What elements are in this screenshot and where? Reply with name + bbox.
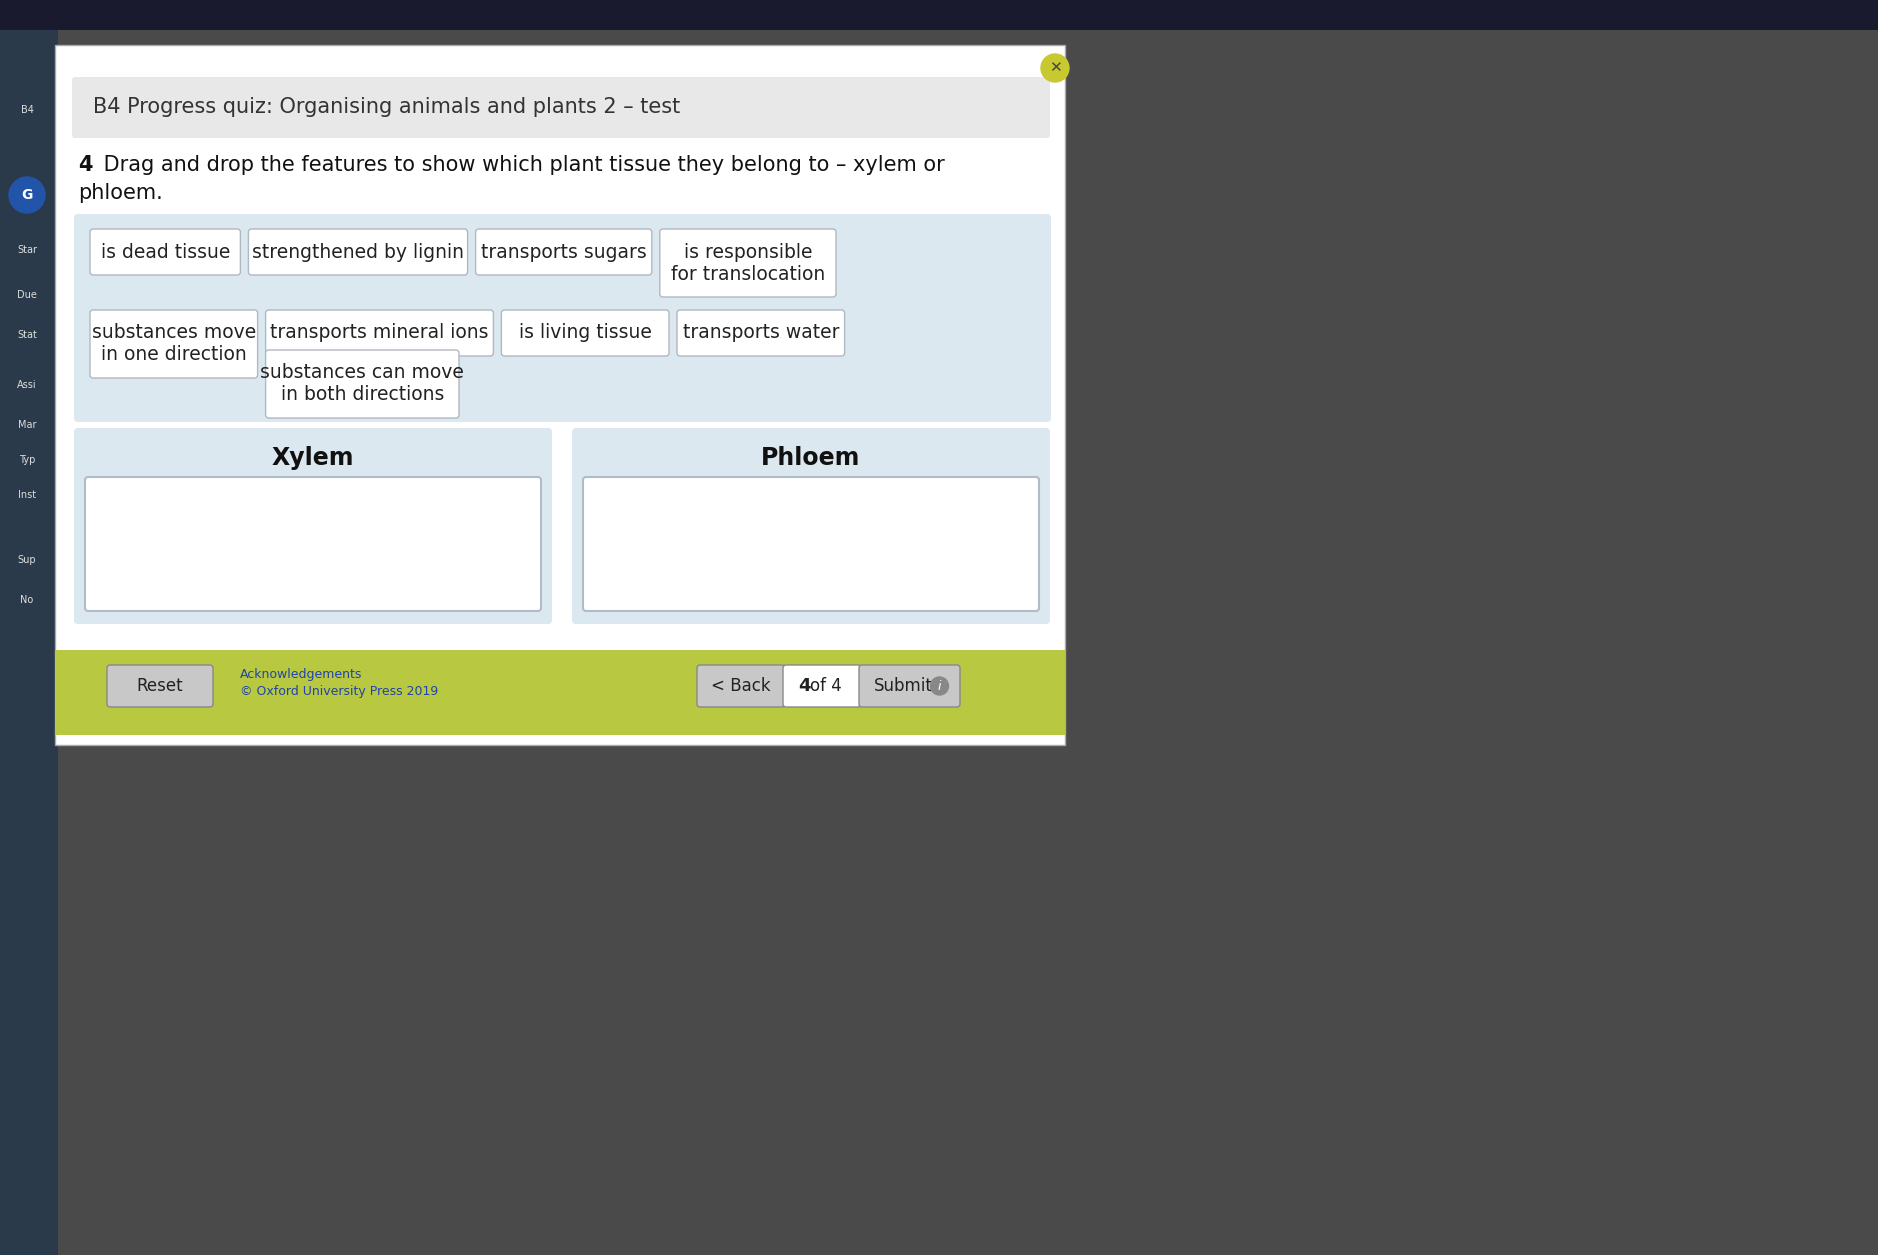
Circle shape: [9, 177, 45, 213]
Text: Xylem: Xylem: [272, 446, 355, 471]
FancyBboxPatch shape: [697, 665, 785, 707]
Text: in one direction: in one direction: [101, 345, 246, 364]
Text: substances move: substances move: [92, 324, 255, 343]
Text: Reset: Reset: [137, 676, 184, 695]
Text: Stat: Stat: [17, 330, 38, 340]
Text: B4 Progress quiz: Organising animals and plants 2 – test: B4 Progress quiz: Organising animals and…: [94, 97, 680, 117]
Text: Phloem: Phloem: [761, 446, 860, 471]
Text: strengthened by lignin: strengthened by lignin: [252, 242, 464, 261]
Text: 4: 4: [79, 156, 92, 174]
Text: is living tissue: is living tissue: [518, 324, 652, 343]
Text: Assi: Assi: [17, 380, 38, 390]
Text: phloem.: phloem.: [79, 183, 163, 203]
Text: i: i: [937, 679, 941, 693]
Text: Drag and drop the features to show which plant tissue they belong to – xylem or: Drag and drop the features to show which…: [98, 156, 945, 174]
Text: Due: Due: [17, 290, 38, 300]
Text: < Back: < Back: [712, 676, 770, 695]
Text: Submit: Submit: [873, 676, 933, 695]
FancyBboxPatch shape: [0, 0, 1878, 30]
Text: of 4: of 4: [809, 676, 841, 695]
Text: © Oxford University Press 2019: © Oxford University Press 2019: [240, 685, 438, 698]
Text: No: No: [21, 595, 34, 605]
FancyBboxPatch shape: [85, 477, 541, 611]
Text: Mar: Mar: [17, 420, 36, 430]
FancyBboxPatch shape: [90, 310, 257, 378]
Circle shape: [1040, 54, 1069, 82]
FancyBboxPatch shape: [54, 650, 1065, 735]
FancyBboxPatch shape: [90, 228, 240, 275]
Text: is responsible: is responsible: [684, 242, 811, 261]
FancyBboxPatch shape: [71, 77, 1050, 138]
FancyBboxPatch shape: [858, 665, 960, 707]
Text: 4: 4: [798, 676, 809, 695]
Text: B4: B4: [21, 105, 34, 115]
FancyBboxPatch shape: [265, 350, 458, 418]
Text: is dead tissue: is dead tissue: [101, 242, 229, 261]
FancyBboxPatch shape: [248, 228, 468, 275]
Circle shape: [930, 676, 948, 695]
Text: transports sugars: transports sugars: [481, 242, 646, 261]
Text: Sup: Sup: [17, 555, 36, 565]
FancyBboxPatch shape: [73, 428, 552, 624]
Text: in both directions: in both directions: [280, 385, 443, 404]
Text: transports mineral ions: transports mineral ions: [270, 324, 488, 343]
FancyBboxPatch shape: [73, 215, 1052, 422]
Text: Inst: Inst: [19, 489, 36, 499]
FancyBboxPatch shape: [783, 665, 860, 707]
FancyBboxPatch shape: [0, 30, 58, 1255]
FancyBboxPatch shape: [265, 310, 494, 356]
FancyBboxPatch shape: [54, 45, 1065, 745]
Text: transports water: transports water: [682, 324, 839, 343]
FancyBboxPatch shape: [659, 228, 836, 297]
Text: substances can move: substances can move: [261, 364, 464, 383]
Text: Typ: Typ: [19, 456, 36, 466]
Text: G: G: [21, 188, 32, 202]
Text: Star: Star: [17, 245, 38, 255]
FancyBboxPatch shape: [582, 477, 1039, 611]
Text: Acknowledgements: Acknowledgements: [240, 668, 362, 681]
FancyBboxPatch shape: [107, 665, 212, 707]
FancyBboxPatch shape: [501, 310, 669, 356]
Text: for translocation: for translocation: [670, 265, 824, 284]
FancyBboxPatch shape: [676, 310, 845, 356]
FancyBboxPatch shape: [475, 228, 652, 275]
FancyBboxPatch shape: [573, 428, 1050, 624]
Text: ✕: ✕: [1048, 60, 1061, 75]
